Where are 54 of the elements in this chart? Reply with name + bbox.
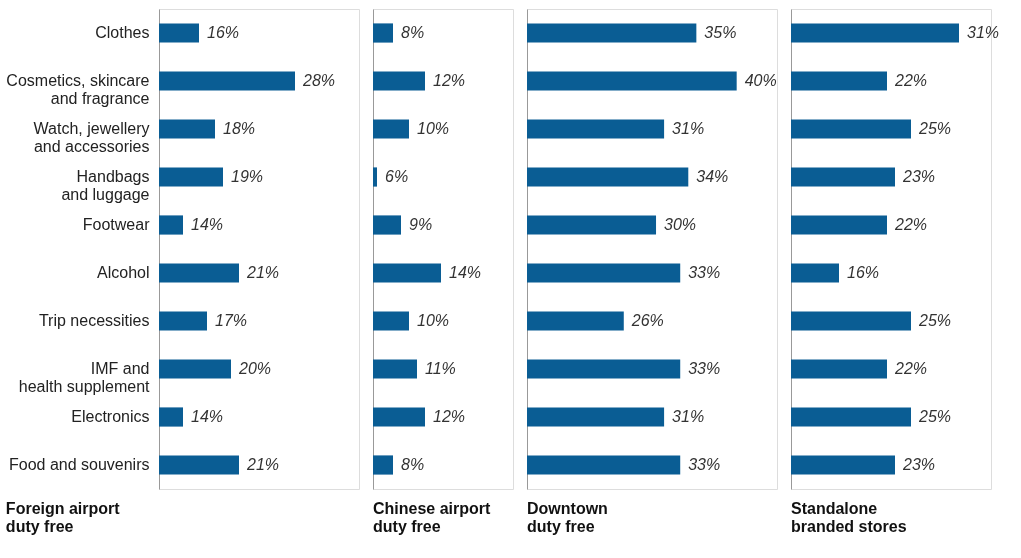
data-label: 16% <box>847 264 880 281</box>
y-tick-label: Food and souvenirs <box>8 456 150 473</box>
data-label: 23% <box>902 456 936 473</box>
y-tick-label: Footwear <box>82 216 151 233</box>
data-label: 25% <box>918 312 952 329</box>
data-label: 31% <box>672 408 705 425</box>
data-label: 31% <box>967 24 1000 41</box>
data-label: 17% <box>215 312 248 329</box>
y-tick-label: Cosmetics, skincare and fragrance <box>6 72 150 107</box>
data-label: 22% <box>894 360 928 377</box>
data-label: 33% <box>688 264 721 281</box>
data-label: 10% <box>417 312 450 329</box>
data-label: 34% <box>696 168 729 185</box>
data-label: 20% <box>238 360 272 377</box>
data-label: 10% <box>417 120 450 137</box>
text: Chinese airport duty free <box>373 500 492 535</box>
data-label: 35% <box>704 24 737 41</box>
data-label: 31% <box>672 120 705 137</box>
data-label: 25% <box>918 408 952 425</box>
y-tick-label: Electronics <box>71 408 150 425</box>
data-label: 40% <box>744 72 777 89</box>
data-label: 33% <box>688 360 721 377</box>
data-label: 8% <box>401 456 425 473</box>
text: Foreign airport duty free <box>5 500 121 535</box>
data-label: 9% <box>409 216 433 233</box>
data-label: 22% <box>894 216 928 233</box>
data-label: 21% <box>246 264 280 281</box>
data-label: 12% <box>433 408 466 425</box>
y-tick-label: Clothes <box>95 24 150 41</box>
data-label: 30% <box>664 216 697 233</box>
y-tick-label: Handbags and luggage <box>61 168 150 203</box>
data-label: 25% <box>918 120 952 137</box>
y-tick-label: Watch, jewellery and accessories <box>33 120 150 155</box>
data-label: 11% <box>425 360 456 377</box>
data-label: 23% <box>902 168 936 185</box>
y-tick-label: IMF and health supplement <box>18 360 151 395</box>
text: Standalone branded stores <box>791 500 907 535</box>
data-label: 14% <box>191 216 224 233</box>
data-label: 18% <box>223 120 256 137</box>
data-label: 19% <box>231 168 264 185</box>
data-label: 22% <box>894 72 928 89</box>
data-label: 12% <box>433 72 466 89</box>
text: Downtown duty free <box>527 500 608 535</box>
data-label: 8% <box>401 24 425 41</box>
y-tick-label: Trip necessities <box>38 312 150 329</box>
data-label: 14% <box>191 408 224 425</box>
data-label: 16% <box>207 24 240 41</box>
y-tick-label: Alcohol <box>97 264 150 281</box>
data-label: 6% <box>385 168 409 185</box>
data-label: 26% <box>630 312 664 329</box>
data-label: 33% <box>688 456 721 473</box>
data-label: 21% <box>246 456 280 473</box>
data-label: 28% <box>302 72 336 89</box>
data-label: 14% <box>449 264 482 281</box>
